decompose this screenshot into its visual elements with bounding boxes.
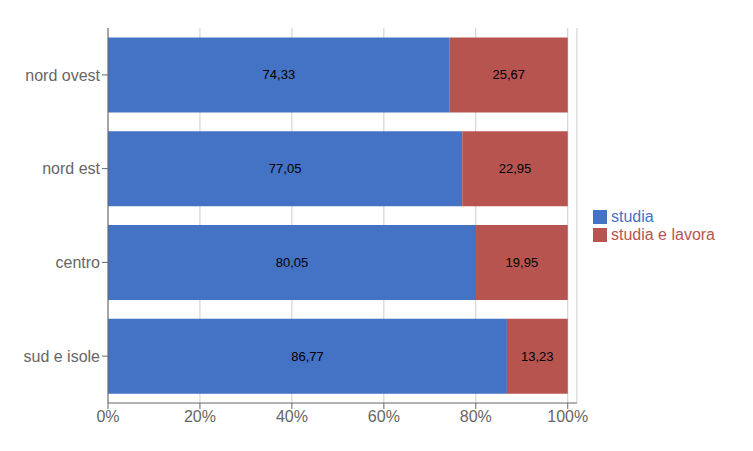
svg-text:19,95: 19,95 — [506, 255, 539, 270]
svg-text:80%: 80% — [460, 408, 492, 425]
svg-text:60%: 60% — [368, 408, 400, 425]
svg-text:nord est: nord est — [42, 160, 100, 177]
svg-text:0%: 0% — [96, 408, 119, 425]
svg-text:100%: 100% — [547, 408, 588, 425]
svg-text:40%: 40% — [276, 408, 308, 425]
svg-text:13,23: 13,23 — [521, 349, 554, 364]
html-text:studia e lavora: studia e lavora — [610, 225, 715, 243]
svg-text:sud e isole: sud e isole — [24, 348, 101, 365]
svg-text:nord ovest: nord ovest — [25, 67, 100, 84]
svg-text:77,05: 77,05 — [269, 161, 302, 176]
svg-text:86,77: 86,77 — [291, 349, 324, 364]
svg-text:74,33: 74,33 — [263, 67, 296, 82]
svg-text:centro: centro — [56, 254, 101, 271]
svg-text:80,05: 80,05 — [276, 255, 309, 270]
html-text:studia: studia — [610, 207, 654, 225]
svg-text:20%: 20% — [184, 408, 216, 425]
svg-text:25,67: 25,67 — [492, 67, 525, 82]
svg-text:22,95: 22,95 — [499, 161, 532, 176]
